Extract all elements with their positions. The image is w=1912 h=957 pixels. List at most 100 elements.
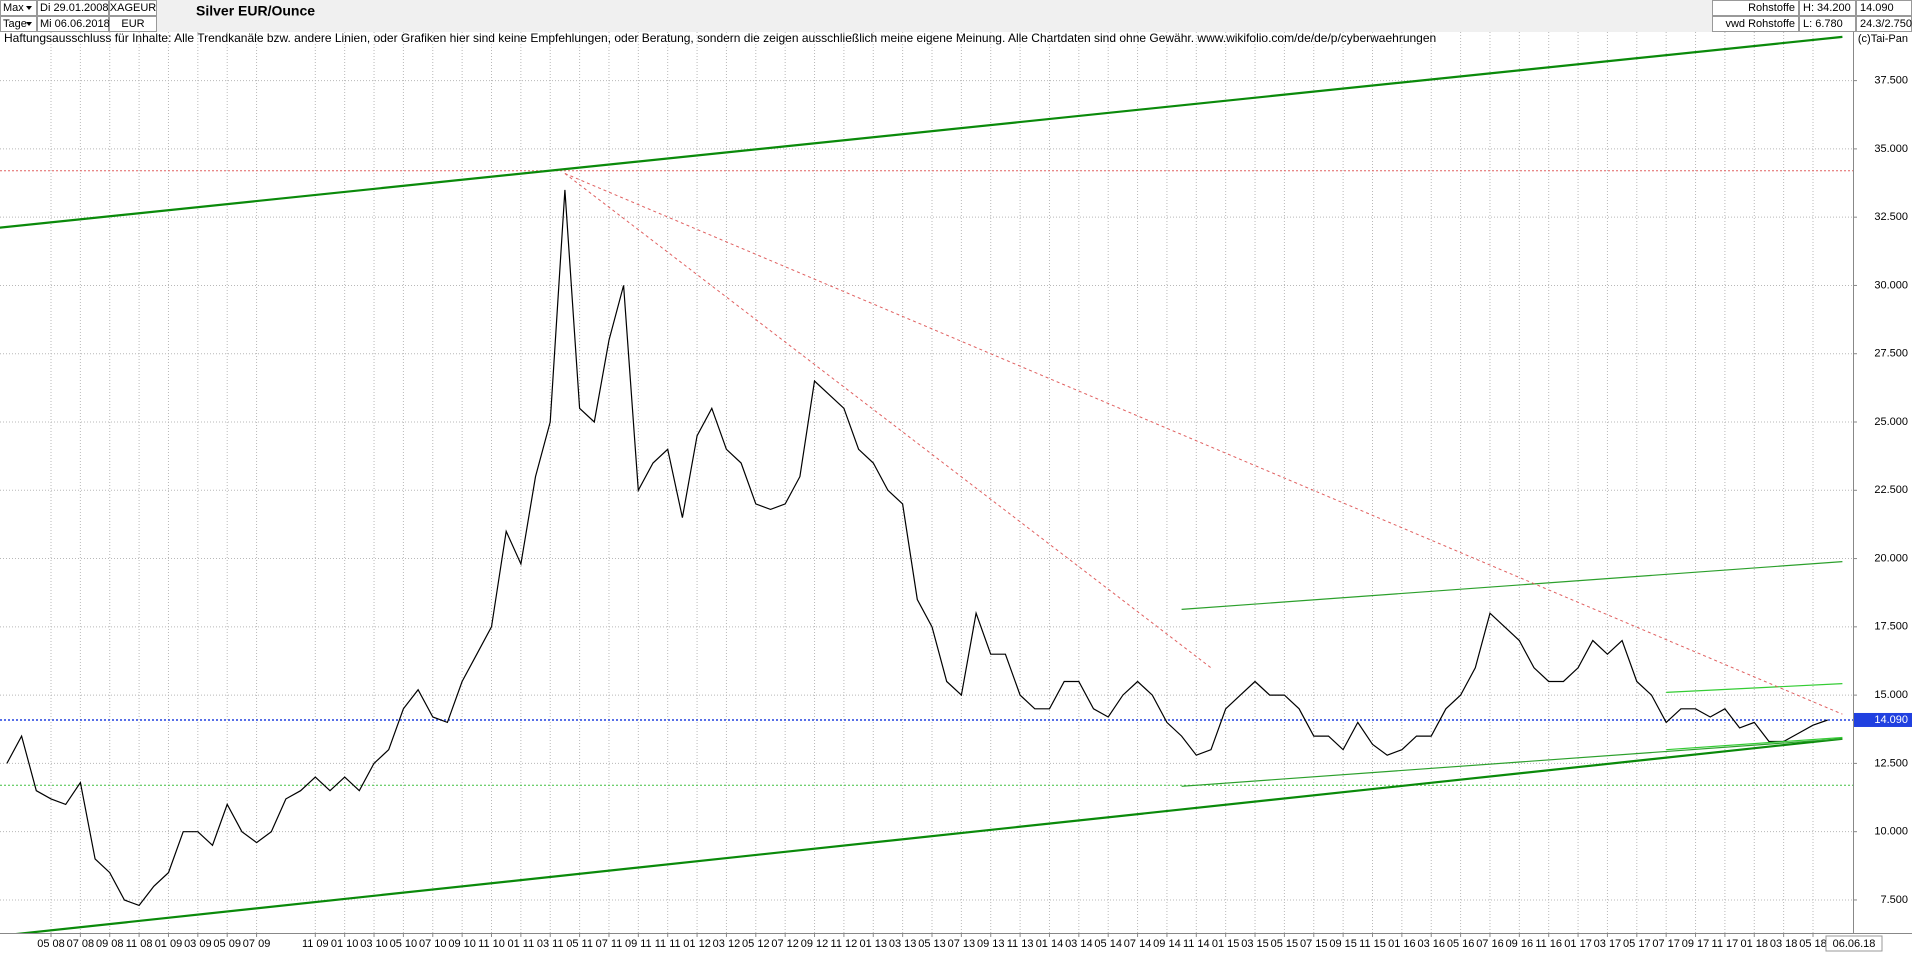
x-tick-label: 01 14 <box>1036 938 1064 950</box>
x-tick-label: 01 18 <box>1741 938 1769 950</box>
x-tick-label: 05 10 <box>390 938 418 950</box>
x-tick-label: 11 16 <box>1535 938 1562 950</box>
dropdown-arrow <box>26 6 32 10</box>
last-price: 14.090 <box>1860 2 1894 14</box>
x-tick-label: 11 11 <box>655 938 681 950</box>
group: Rohstoffe <box>1748 2 1795 14</box>
start-box <box>37 0 109 16</box>
ratio: 24.3/2.750 <box>1860 18 1912 30</box>
x-tick-label: 09 13 <box>977 938 1005 950</box>
end-date: Mi 06.06.2018 <box>40 18 110 30</box>
chart-title: Silver EUR/Ounce <box>196 3 315 19</box>
x-tick-label: 05 13 <box>918 938 946 950</box>
x-tick-label: 05 15 <box>1271 938 1299 950</box>
x-tick-label: 03 12 <box>713 938 741 950</box>
x-tick-label: 05 09 <box>213 938 241 950</box>
trend-line <box>564 173 1212 669</box>
x-tick-label: 11 15 <box>1359 938 1386 950</box>
x-tick-label: 03 11 <box>537 938 564 950</box>
x-tick-label: 07 10 <box>419 938 447 950</box>
trend-line <box>1666 736 1843 751</box>
x-tick-label: 05 14 <box>1094 938 1122 950</box>
x-tick-label: 11 12 <box>831 938 858 950</box>
range[interactable]: Max <box>3 2 24 14</box>
trend-line <box>0 35 1843 229</box>
x-tick-label: 03 18 <box>1770 938 1798 950</box>
trend-line <box>1666 683 1843 693</box>
trend-line <box>1181 561 1843 610</box>
x-tick-label: 11 14 <box>1183 938 1210 950</box>
y-tick-label: 37.500 <box>1874 75 1908 87</box>
y-tick-label: 10.000 <box>1874 826 1908 838</box>
source: vwd Rohstoffe <box>1725 18 1795 30</box>
low-box <box>1799 16 1856 32</box>
x-tick-label: 11 17 <box>1712 938 1739 950</box>
x-tick-label: 09 11 <box>625 938 652 950</box>
x-tick-label: 05 18 <box>1799 938 1827 950</box>
x-tick-label: 03 17 <box>1594 938 1622 950</box>
x-tick-label: 01 17 <box>1564 938 1592 950</box>
currency-box <box>109 16 157 32</box>
end-date-label: 06.06.18 <box>1833 938 1876 950</box>
x-tick-label: 01 12 <box>683 938 711 950</box>
end-date-box <box>1825 935 1883 952</box>
x-tick-label: 09 12 <box>801 938 829 950</box>
start-date: Di 29.01.2008 <box>40 2 109 14</box>
y-tick-label: 15.000 <box>1874 689 1908 701</box>
header-bar <box>0 0 1912 32</box>
trend-line <box>15 737 1843 933</box>
x-tick-label: 09 14 <box>1153 938 1181 950</box>
period[interactable]: Tage <box>3 18 27 30</box>
end-box <box>37 16 109 32</box>
x-tick-label: 05 17 <box>1623 938 1651 950</box>
x-tick-label: 07 16 <box>1476 938 1504 950</box>
x-tick-label: 05 08 <box>37 938 65 950</box>
trend-line <box>564 173 1843 715</box>
x-tick-label: 05 16 <box>1447 938 1475 950</box>
x-tick-label: 09 15 <box>1329 938 1357 950</box>
x-tick-label: 03 10 <box>360 938 388 950</box>
x-tick-label: 07 17 <box>1652 938 1680 950</box>
y-tick-label: 7.500 <box>1880 894 1908 906</box>
y-tick-label: 17.500 <box>1874 621 1908 633</box>
x-tick-label: 07 15 <box>1300 938 1328 950</box>
range-box[interactable] <box>0 0 37 16</box>
x-tick-label: 01 10 <box>331 938 359 950</box>
x-tick-label: 09 16 <box>1506 938 1534 950</box>
symbol: XAGEUR <box>110 2 157 14</box>
x-tick-label: 11 10 <box>478 938 505 950</box>
x-tick-label: 11 08 <box>126 938 153 950</box>
high: H: 34.200 <box>1803 2 1851 14</box>
copyright: (c)Tai-Pan <box>1858 33 1908 45</box>
x-tick-label: 01 16 <box>1388 938 1416 950</box>
price-line <box>6 189 1828 907</box>
period-box[interactable] <box>0 16 37 32</box>
x-tick-label: 03 13 <box>889 938 917 950</box>
source-box <box>1712 16 1799 32</box>
x-tick-label: 01 11 <box>508 938 535 950</box>
trend-line <box>1181 738 1843 787</box>
x-tick-label: 07 08 <box>67 938 95 950</box>
high-box <box>1799 0 1856 16</box>
y-tick-label: 27.500 <box>1874 348 1908 360</box>
x-tick-label: 07 14 <box>1124 938 1152 950</box>
x-tick-label: 09 10 <box>448 938 476 950</box>
y-tick-label: 35.000 <box>1874 143 1908 155</box>
x-tick-label: 05 12 <box>742 938 770 950</box>
y-tick-label: 20.000 <box>1874 552 1908 564</box>
x-tick-label: 11 09 <box>302 938 329 950</box>
x-tick-label: 09 08 <box>96 938 124 950</box>
x-tick-label: 03 16 <box>1417 938 1445 950</box>
plot-area <box>0 32 1853 933</box>
x-tick-label: 09 17 <box>1682 938 1710 950</box>
x-tick-label: 03 09 <box>184 938 212 950</box>
group-box <box>1712 0 1799 16</box>
disclaimer: Haftungsausschluss für Inhalte: Alle Tre… <box>4 31 1436 45</box>
x-tick-label: 07 13 <box>948 938 976 950</box>
x-tick-label: 07 11 <box>596 938 623 950</box>
x-tick-label: 07 12 <box>771 938 799 950</box>
x-tick-label: 01 13 <box>860 938 888 950</box>
dropdown-arrow <box>26 22 32 26</box>
last-price-tag-label: 14.090 <box>1874 714 1908 726</box>
